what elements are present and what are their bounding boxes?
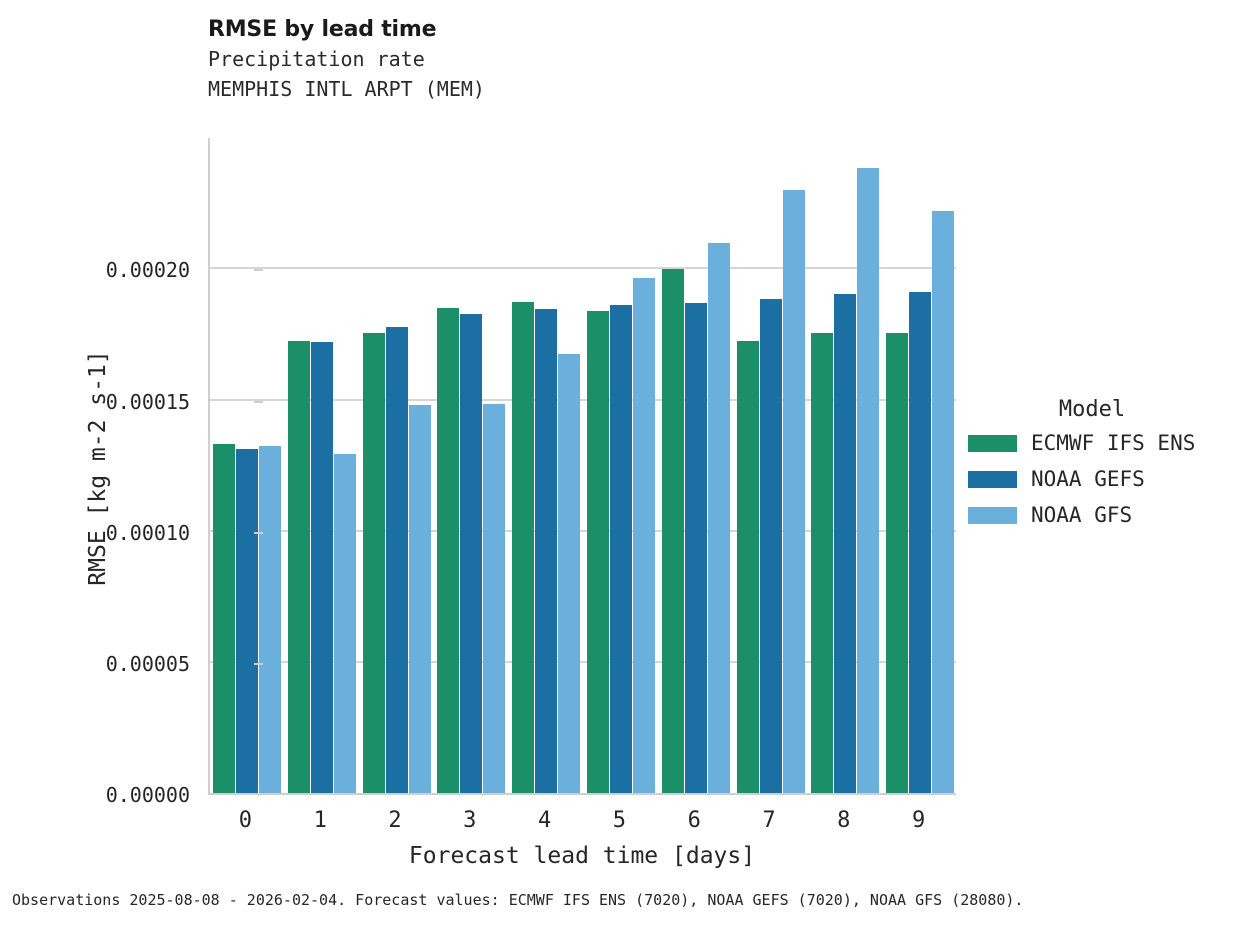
legend-title: Model <box>1058 397 1126 422</box>
y-tick-mark <box>254 400 263 403</box>
x-tick-label: 4 <box>537 808 552 833</box>
bar[interactable] <box>212 444 235 793</box>
chart-caption: Observations 2025-08-08 - 2026-02-04. Fo… <box>12 891 1024 909</box>
bar[interactable] <box>661 269 684 793</box>
bar-group <box>886 138 955 793</box>
bar[interactable] <box>707 242 730 793</box>
bar-group <box>512 138 581 793</box>
bar[interactable] <box>857 168 880 793</box>
bar[interactable] <box>558 354 581 793</box>
x-tick-label: 8 <box>837 808 851 833</box>
x-tick-label: 3 <box>463 808 477 833</box>
x-axis-title: Forecast lead time [days] <box>408 843 756 869</box>
legend-label: NOAA GFS <box>1031 502 1133 527</box>
y-tick-label: 0.00000 <box>105 783 190 807</box>
bar-group <box>437 138 506 793</box>
x-tick-label: 1 <box>313 808 327 833</box>
bar[interactable] <box>385 326 408 793</box>
legend-rows: ECMWF IFS ENS NOAA GEFS NOAA GFS <box>968 425 1246 533</box>
y-tick-label: 0.00005 <box>105 651 190 676</box>
bar-group <box>661 138 731 793</box>
bar-group <box>362 138 432 793</box>
bar[interactable] <box>811 332 834 793</box>
title-block: RMSE by lead time Precipitation rate MEM… <box>208 16 968 104</box>
legend-item[interactable]: NOAA GEFS <box>968 461 1246 497</box>
bar[interactable] <box>782 190 805 793</box>
legend-item[interactable]: ECMWF IFS ENS <box>968 425 1246 461</box>
bar[interactable] <box>512 302 535 793</box>
legend-item[interactable]: NOAA GFS <box>968 497 1246 533</box>
y-axis-title: RMSE [kg m-2 s-1] <box>85 350 111 586</box>
bar[interactable] <box>333 454 356 793</box>
bar[interactable] <box>287 341 310 793</box>
bar[interactable] <box>235 448 258 793</box>
bar[interactable] <box>684 303 707 793</box>
page-title: RMSE by lead time <box>208 17 437 42</box>
bar[interactable] <box>362 332 385 793</box>
plot-area <box>208 138 956 795</box>
bar-group <box>287 138 357 793</box>
gridline <box>210 660 956 663</box>
bar-group <box>586 138 656 793</box>
y-tick-mark <box>254 269 263 272</box>
gridline <box>210 398 956 401</box>
y-tick-label: 0.00010 <box>105 520 190 545</box>
legend-label: NOAA GEFS <box>1031 466 1145 491</box>
y-axis-tick-labels: 0.00000 0.00005 0.00010 0.00015 0.00020 <box>58 138 263 805</box>
x-tick-label: 6 <box>687 808 701 833</box>
bar-group <box>212 138 282 793</box>
x-axis-tick-labels: 0 1 2 3 4 5 6 7 8 9 <box>208 800 956 840</box>
bar[interactable] <box>834 294 857 793</box>
bar[interactable] <box>909 291 932 793</box>
bar[interactable] <box>736 341 759 793</box>
legend-swatch <box>968 506 1017 524</box>
y-tick-mark <box>254 531 263 534</box>
chart-subtitle-station: MEMPHIS INTL ARPT (MEM) <box>208 77 485 101</box>
gridline <box>210 529 956 532</box>
legend-swatch <box>968 434 1017 452</box>
y-tick-label: 0.00015 <box>105 389 190 414</box>
bar[interactable] <box>408 405 431 793</box>
x-tick-label: 9 <box>911 808 926 833</box>
y-tick-mark <box>254 662 263 665</box>
bar[interactable] <box>535 309 558 793</box>
y-tick-label: 0.00020 <box>105 258 190 283</box>
bar[interactable] <box>310 341 333 793</box>
bar[interactable] <box>759 298 782 793</box>
chart-subtitle-variable: Precipitation rate <box>208 47 425 71</box>
x-tick-label: 7 <box>762 808 776 833</box>
legend-swatch <box>968 470 1017 488</box>
bar[interactable] <box>460 314 483 793</box>
bar[interactable] <box>932 211 955 793</box>
legend-label: ECMWF IFS ENS <box>1031 430 1196 455</box>
bar[interactable] <box>483 403 506 793</box>
bar-group <box>736 138 806 793</box>
gridline <box>210 267 956 270</box>
x-tick-label: 5 <box>612 808 627 833</box>
bar[interactable] <box>437 307 460 793</box>
bar[interactable] <box>258 446 281 793</box>
bar[interactable] <box>886 332 909 793</box>
bar[interactable] <box>632 278 655 793</box>
x-tick-label: 0 <box>238 808 253 833</box>
bar[interactable] <box>586 310 609 793</box>
x-tick-label: 2 <box>388 808 402 833</box>
legend: Model ECMWF IFS ENS NOAA GEFS NOAA GFS <box>968 395 1246 533</box>
bar[interactable] <box>609 304 632 793</box>
bar-group <box>811 138 880 793</box>
